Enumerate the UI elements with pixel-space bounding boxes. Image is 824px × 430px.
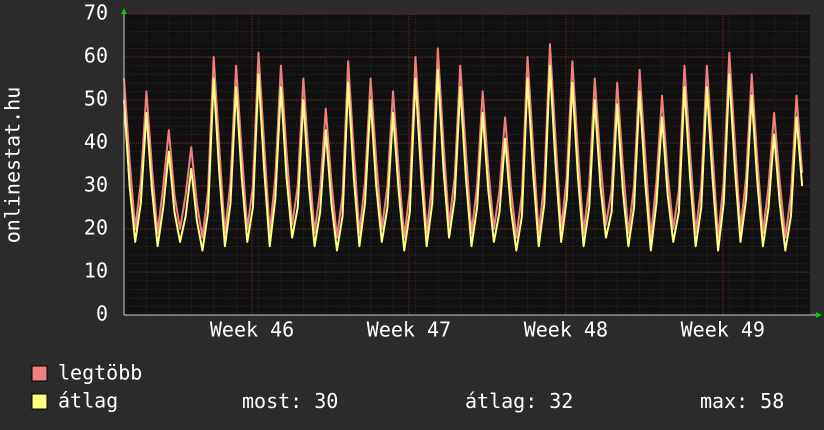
y-tick-label: 20 — [84, 216, 108, 240]
legend: legtöbb átlag — [31, 361, 142, 413]
stat-value: 58 — [760, 389, 784, 413]
x-tick-label: Week 48 — [524, 318, 608, 342]
stat: átlag: 32 — [465, 389, 573, 413]
legend-label: legtöbb — [58, 361, 142, 385]
stat-label: átlag: — [465, 389, 537, 413]
y-tick-label: 10 — [84, 259, 108, 283]
y-tick-label: 40 — [84, 130, 108, 154]
stat-value: 32 — [549, 389, 573, 413]
y-tick-label: 0 — [96, 302, 108, 326]
y-arrow — [121, 8, 127, 14]
legend-swatch — [31, 365, 48, 382]
series-line — [123, 64, 804, 252]
stat: most: 30 — [242, 389, 338, 413]
legend-label: átlag — [58, 389, 118, 413]
x-tick-label: Week 49 — [681, 318, 765, 342]
stat-value: 30 — [314, 389, 338, 413]
stat-label: most: — [242, 389, 302, 413]
legend-swatch — [31, 393, 48, 410]
stat-label: max: — [700, 389, 748, 413]
lines — [123, 43, 804, 252]
y-tick-label: 50 — [84, 87, 108, 111]
x-tick-label: Week 47 — [367, 318, 451, 342]
y-tick-label: 30 — [84, 173, 108, 197]
x-arrow — [816, 312, 822, 318]
x-tick-label: Week 46 — [210, 318, 294, 342]
stat: max: 58 — [700, 389, 784, 413]
y-tick-label: 60 — [84, 44, 108, 68]
series-line — [123, 43, 804, 239]
y-axis-label: onlinestat.hu — [1, 87, 25, 244]
y-tick-label: 70 — [84, 1, 108, 25]
